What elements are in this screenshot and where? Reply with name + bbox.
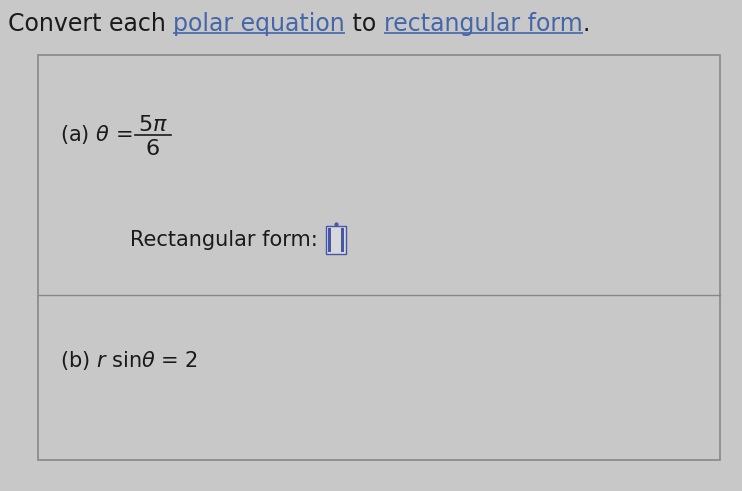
Text: to: to [345, 12, 384, 36]
Text: Convert each: Convert each [8, 12, 174, 36]
Bar [38, 55, 720, 460]
Text: Rectangular form:: Rectangular form: [130, 230, 318, 250]
Text: (a) $\theta$ =: (a) $\theta$ = [60, 124, 134, 146]
Bar [328, 228, 331, 252]
Text: polar equation: polar equation [174, 12, 345, 36]
Bar [326, 226, 346, 254]
Text: 6: 6 [145, 139, 160, 159]
Text: rectangular form: rectangular form [384, 12, 582, 36]
Text: $5\pi$: $5\pi$ [138, 115, 168, 135]
Bar [341, 228, 344, 252]
Text: .: . [582, 12, 590, 36]
Text: (b) $r$ sin$\theta$ = 2: (b) $r$ sin$\theta$ = 2 [60, 349, 198, 372]
